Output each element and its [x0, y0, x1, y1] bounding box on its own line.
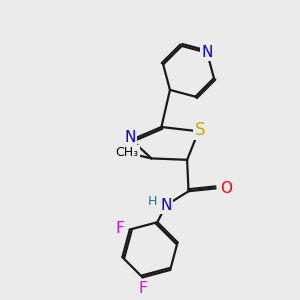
Text: N: N [124, 130, 136, 145]
Text: F: F [116, 221, 125, 236]
Text: O: O [220, 181, 232, 196]
Text: H: H [148, 195, 158, 208]
Text: S: S [195, 121, 205, 139]
Text: N: N [160, 198, 171, 213]
Text: CH₃: CH₃ [116, 146, 139, 159]
Text: F: F [138, 281, 147, 296]
Text: N: N [201, 45, 213, 60]
